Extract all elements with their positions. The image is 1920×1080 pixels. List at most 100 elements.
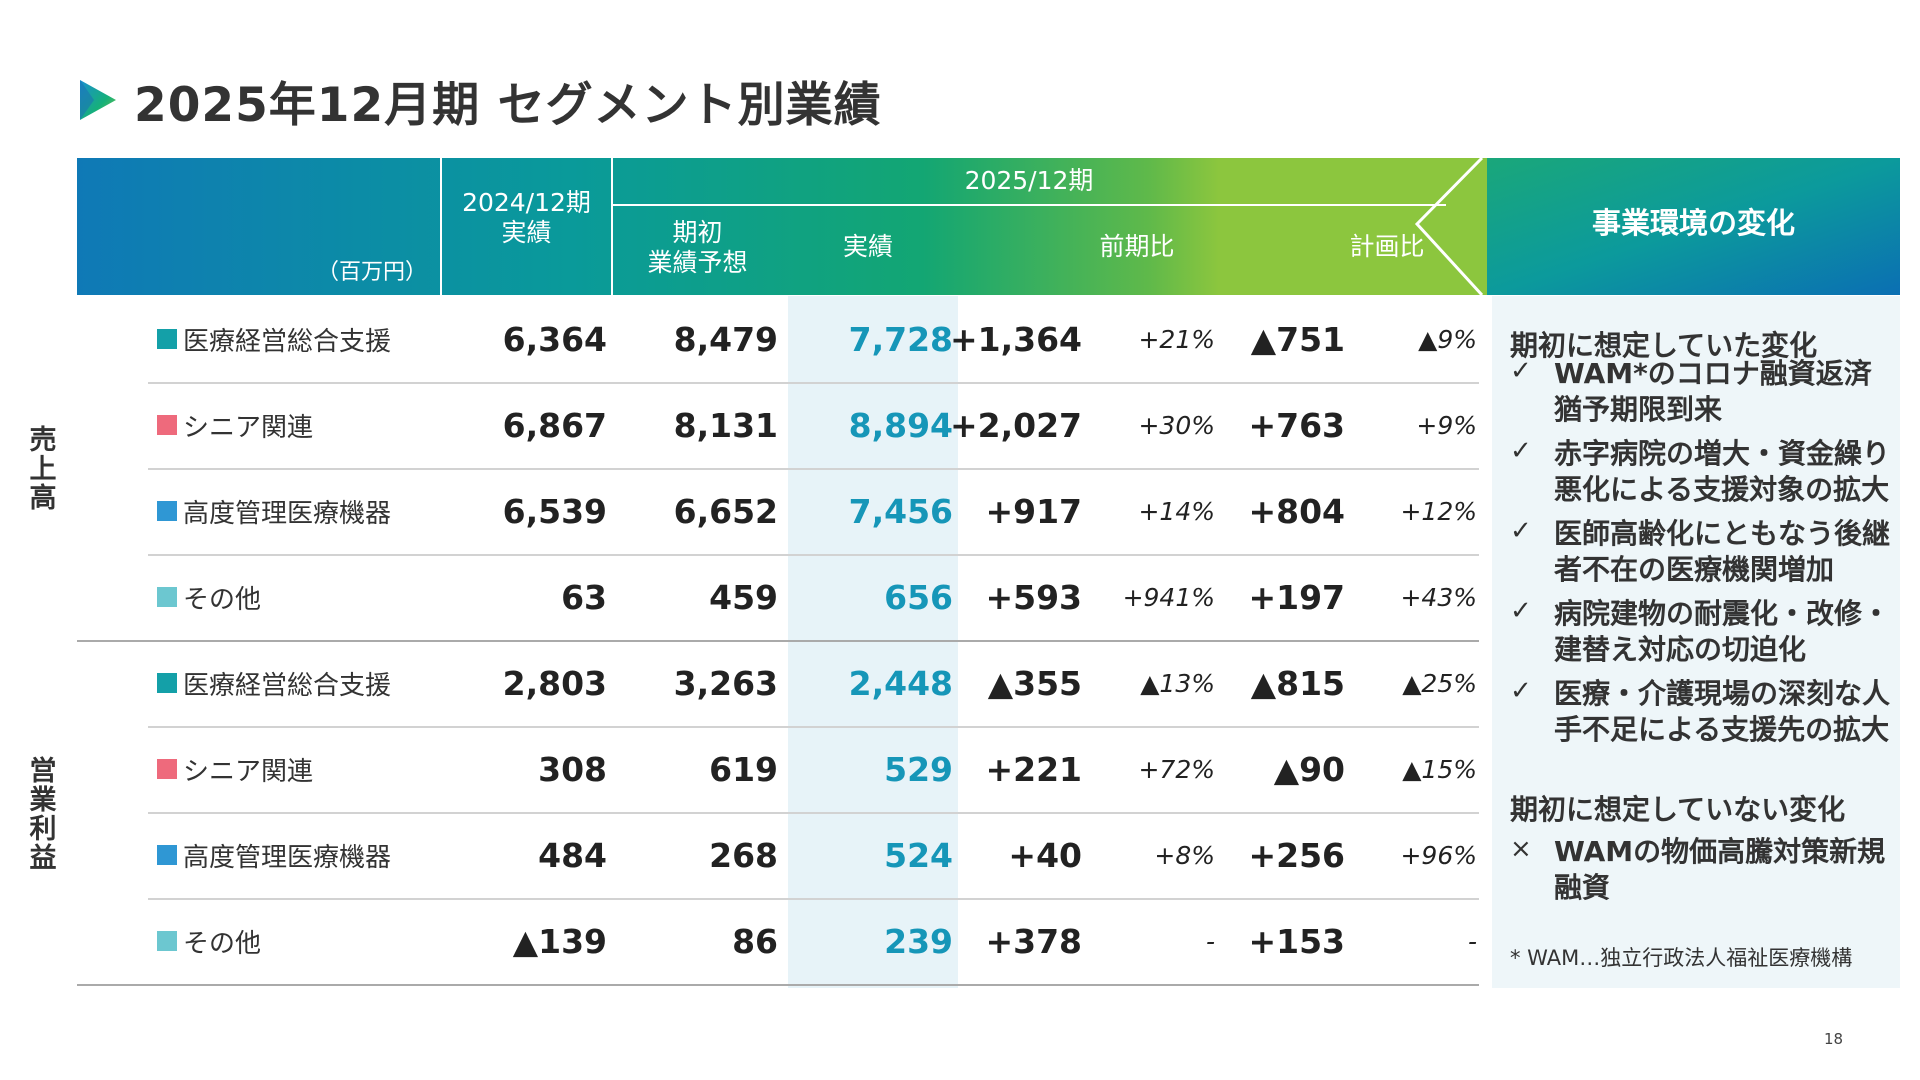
- check-icon: ✓: [1510, 356, 1532, 386]
- table-row: シニア関連 308 619 529 +221 +72% ▲90 ▲15%: [77, 726, 1479, 812]
- actual-value: 8,894: [848, 405, 953, 445]
- cross-icon: ×: [1510, 834, 1532, 864]
- forecast-value: 6,652: [673, 491, 778, 531]
- table-row: 医療経営総合支援 2,803 3,263 2,448 ▲355 ▲13% ▲81…: [77, 640, 1479, 726]
- vsplan-pct: -: [1467, 926, 1477, 956]
- vsplan-value: +763: [1248, 405, 1345, 445]
- vsplan-pct: +9%: [1416, 410, 1477, 440]
- actual-value: 7,456: [848, 491, 953, 531]
- yoy-value: +378: [985, 921, 1082, 961]
- prev-value: ▲139: [512, 921, 607, 961]
- check-icon: ✓: [1510, 676, 1532, 706]
- page-title: 2025年12月期 セグメント別業績: [134, 77, 882, 133]
- yoy-value: +40: [1008, 835, 1082, 875]
- check-icon: ✓: [1510, 436, 1532, 466]
- list-item: ✓ 病院建物の耐震化・改修・建替え対応の切迫化: [1510, 596, 1895, 668]
- yoy-pct: +14%: [1138, 496, 1215, 526]
- table-header: （百万円） 2024/12期 実績 2025/12期 期初 業績予想 実績 前期…: [77, 158, 1900, 295]
- actual-value: 239: [884, 921, 953, 961]
- actual-column-highlight: [788, 296, 958, 988]
- business-environment-panel: 期初に想定していた変化 ✓ WAM*のコロナ融資返済猶予期限到来 ✓ 赤字病院の…: [1492, 296, 1900, 988]
- yoy-value: +593: [985, 577, 1082, 617]
- row-divider: [148, 898, 1479, 900]
- vsplan-pct: ▲9%: [1418, 324, 1477, 354]
- play-triangle-icon: [80, 80, 116, 120]
- forecast-value: 3,263: [673, 663, 778, 703]
- yoy-pct: +941%: [1122, 582, 1215, 612]
- vsplan-value: ▲751: [1250, 319, 1345, 359]
- segment-name: その他: [183, 928, 262, 959]
- list-item-text: 赤字病院の増大・資金繰り悪化による支援対象の拡大: [1554, 437, 1891, 506]
- yoy-pct: ▲13%: [1140, 668, 1215, 698]
- actual-value: 2,448: [848, 663, 953, 703]
- footnote: * WAM…独立行政法人福祉医療機構: [1510, 946, 1853, 970]
- segment-swatch: [157, 587, 177, 607]
- list-item-text: 医療・介護現場の深刻な人手不足による支援先の拡大: [1554, 677, 1891, 746]
- table-row: 医療経営総合支援 6,364 8,479 7,728 +1,364 +21% ▲…: [77, 296, 1479, 382]
- panel-title: 事業環境の変化: [1591, 206, 1795, 240]
- forecast-value: 268: [709, 835, 778, 875]
- row-divider: [148, 726, 1479, 728]
- segment-name: 医療経営総合支援: [183, 326, 392, 357]
- yoy-value: +2,027: [949, 405, 1082, 445]
- segment-swatch: [157, 415, 177, 435]
- table-row: その他 ▲139 86 239 +378 - +153 -: [77, 898, 1479, 984]
- vsplan-pct: +43%: [1400, 582, 1477, 612]
- list-item: ✓ 赤字病院の増大・資金繰り悪化による支援対象の拡大: [1510, 436, 1895, 508]
- vsplan-pct: ▲25%: [1402, 668, 1477, 698]
- segment-name: 高度管理医療機器: [183, 498, 392, 529]
- forecast-value: 86: [732, 921, 778, 961]
- group-label-sales: 売上高: [24, 424, 56, 512]
- list-item: ✓ 医療・介護現場の深刻な人手不足による支援先の拡大: [1510, 676, 1895, 748]
- list-item: ✓ 医師高齢化にともなう後継者不在の医療機関増加: [1510, 516, 1895, 588]
- segment-name: シニア関連: [183, 756, 314, 787]
- forecast-value: 8,131: [673, 405, 778, 445]
- list-item-text: WAM*のコロナ融資返済猶予期限到来: [1554, 357, 1872, 426]
- vsplan-value: ▲815: [1250, 663, 1345, 703]
- yoy-pct: -: [1205, 926, 1215, 956]
- group-divider: [77, 640, 1479, 642]
- list-item-text: 病院建物の耐震化・改修・建替え対応の切迫化: [1554, 597, 1891, 666]
- col-forecast-header: 期初 業績予想: [647, 218, 748, 277]
- prev-value: 6,539: [502, 491, 607, 531]
- segment-swatch: [157, 673, 177, 693]
- table-row: 高度管理医療機器 484 268 524 +40 +8% +256 +96%: [77, 812, 1479, 898]
- actual-value: 524: [884, 835, 953, 875]
- header-background: [77, 158, 1900, 295]
- list-item: ✓ WAM*のコロナ融資返済猶予期限到来: [1510, 356, 1895, 428]
- col-prev-header: 2024/12期 実績: [462, 188, 591, 247]
- segment-name: 高度管理医療機器: [183, 842, 392, 873]
- vsplan-value: +197: [1248, 577, 1345, 617]
- table-row: シニア関連 6,867 8,131 8,894 +2,027 +30% +763…: [77, 382, 1479, 468]
- segment-swatch: [157, 329, 177, 349]
- page-number: 18: [1824, 1030, 1844, 1048]
- list-item-text: WAMの物価高騰対策新規融資: [1554, 835, 1886, 904]
- yoy-value: +221: [985, 749, 1082, 789]
- prev-value: 484: [538, 835, 607, 875]
- forecast-value: 459: [709, 577, 778, 617]
- prev-value: 308: [538, 749, 607, 789]
- yoy-pct: +21%: [1138, 324, 1215, 354]
- vsplan-value: ▲90: [1273, 749, 1345, 789]
- yoy-pct: +30%: [1138, 410, 1215, 440]
- row-divider: [148, 554, 1479, 556]
- unit-label: （百万円）: [316, 260, 427, 285]
- prev-value: 63: [561, 577, 607, 617]
- table-row: 高度管理医療機器 6,539 6,652 7,456 +917 +14% +80…: [77, 468, 1479, 554]
- segment-name: その他: [183, 584, 262, 615]
- yoy-value: ▲355: [987, 663, 1082, 703]
- yoy-pct: +72%: [1138, 754, 1215, 784]
- row-divider: [148, 382, 1479, 384]
- group-2025-header: 2025/12期: [964, 166, 1094, 195]
- col-yoy-header: 前期比: [1099, 232, 1175, 261]
- vsplan-value: +804: [1248, 491, 1345, 531]
- actual-value: 529: [884, 749, 953, 789]
- list-item-text: 医師高齢化にともなう後継者不在の医療機関増加: [1554, 517, 1891, 586]
- prev-value: 6,364: [502, 319, 607, 359]
- row-divider: [148, 468, 1479, 470]
- actual-value: 7,728: [848, 319, 953, 359]
- vsplan-pct: +96%: [1400, 840, 1477, 870]
- list-item: × WAMの物価高騰対策新規融資: [1510, 834, 1895, 906]
- yoy-pct: +8%: [1154, 840, 1215, 870]
- title-row: 2025年12月期 セグメント別業績: [80, 70, 882, 133]
